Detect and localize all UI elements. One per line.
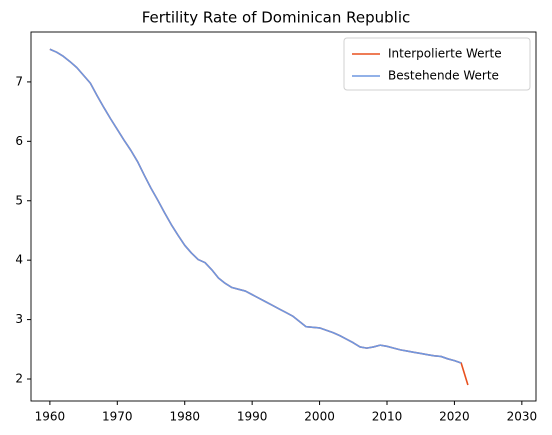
series-line — [49, 48, 462, 364]
legend-label: Bestehende Werte — [388, 69, 499, 83]
y-tick-label: 3 — [15, 312, 23, 326]
x-tick-label: 2020 — [439, 410, 470, 424]
y-tick-label: 6 — [15, 134, 23, 148]
legend-box — [343, 37, 531, 91]
y-tick-label: 4 — [15, 253, 23, 267]
y-tick-label: 5 — [15, 193, 23, 207]
x-tick-label: 2010 — [372, 410, 403, 424]
x-tick-label: 2000 — [304, 410, 335, 424]
chart-title: Fertility Rate of Dominican Republic — [142, 9, 411, 27]
x-tick-label: 2030 — [507, 410, 538, 424]
y-tick-label: 7 — [15, 74, 23, 88]
y-tick-label: 2 — [15, 372, 23, 386]
x-tick-label: 1960 — [35, 410, 66, 424]
axes-frame — [30, 31, 537, 402]
series-line — [49, 48, 469, 386]
x-tick-label: 1980 — [169, 410, 200, 424]
x-tick-label: 1970 — [102, 410, 133, 424]
x-tick-label: 1990 — [237, 410, 268, 424]
legend-label: Interpolierte Werte — [388, 47, 502, 61]
